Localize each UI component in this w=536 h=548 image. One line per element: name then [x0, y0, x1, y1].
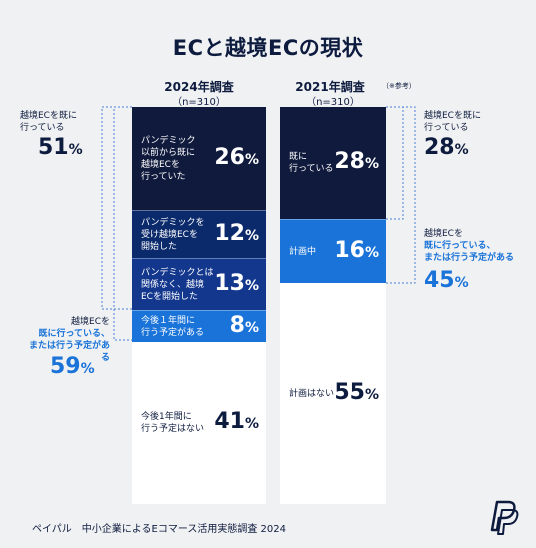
segment-value: 26%: [214, 145, 259, 170]
segment-label: パンデミック 以前から既に 越境ECを 行っていた: [141, 136, 196, 182]
bracket-2024-existing-value: 51%: [38, 135, 83, 160]
footer-source: ペイパル 中小企業によるEコマース活用実態調査 2024: [32, 524, 286, 535]
segment-value: 12%: [214, 221, 259, 246]
chart-2021-note: （※参考）: [382, 82, 416, 90]
bracket-2021-existing-label: 越境ECを既に 行っている: [424, 111, 481, 133]
bracket-2021-existing-value: 28%: [424, 135, 469, 160]
bar-segment: パンデミック 以前から既に 越境ECを 行っていた 26%: [132, 107, 266, 210]
bar-segment: 既に 行っている 28%: [280, 107, 386, 219]
bar-2021: 既に 行っている 28% 計画中 16% 計画はない 55%: [280, 107, 386, 504]
segment-label: 今後１年間に 行う予定がある: [141, 316, 205, 338]
segment-label: 今後1年間に 行う予定はない: [141, 412, 205, 434]
segment-label: パンデミックを 受け越境ECを 開始した: [141, 218, 205, 252]
chart-2024-title: 2024年調査: [164, 80, 234, 94]
bracket-2024-existing: [101, 106, 132, 310]
segment-label: 計画はない: [289, 389, 335, 399]
chart-2024-subtitle: （n=310）: [172, 97, 226, 108]
segment-label: 既に 行っている: [289, 152, 334, 174]
paypal-logo-icon: [490, 500, 519, 535]
bar-segment: 計画中 16%: [280, 219, 386, 283]
bracket-2024-existing-label: 越境ECを既に 行っている: [20, 111, 77, 133]
bar-2024: パンデミック 以前から既に 越境ECを 行っていた 26% パンデミックを 受け越境ECを開…: [132, 107, 266, 504]
bracket-2021-total: [386, 106, 416, 284]
segment-label: 計画中: [289, 247, 317, 257]
segment-value: 8%: [229, 313, 259, 338]
bracket-2021-existing: [386, 106, 404, 220]
segment-label: パンデミックとは 関係なく、越境 ECを開始した: [141, 268, 214, 302]
segment-value: 13%: [214, 271, 259, 296]
bar-segment: 計画はない 55%: [280, 283, 386, 504]
bracket-2024-total: [113, 106, 132, 341]
bracket-2024-total-label: 越境ECを 既に行っている、 または行う予定がある: [28, 317, 110, 363]
segment-value: 55%: [334, 380, 379, 405]
chart-2021-title: 2021年調査: [295, 80, 365, 94]
segment-value: 28%: [334, 149, 379, 174]
segment-value: 16%: [334, 238, 379, 263]
bar-segment: パンデミックとは 関係なく、越境 ECを開始した 13%: [132, 258, 266, 310]
segment-value: 41%: [214, 409, 259, 434]
page-title: ECと越境ECの現状: [172, 36, 364, 60]
bar-segment: 今後1年間に 行う予定はない 41%: [132, 342, 266, 504]
bracket-2021-total-label: 越境ECを 既に行っている、 または行う予定がある: [424, 229, 515, 263]
bar-segment: 今後１年間に 行う予定がある 8%: [132, 310, 266, 342]
bar-segment: パンデミックを 受け越境ECを 開始した 12%: [132, 210, 266, 258]
bracket-2021-total-value: 45%: [424, 268, 469, 293]
chart-2021-subtitle: （n=310）: [306, 97, 360, 108]
bracket-2024-total-value: 59%: [50, 354, 95, 379]
